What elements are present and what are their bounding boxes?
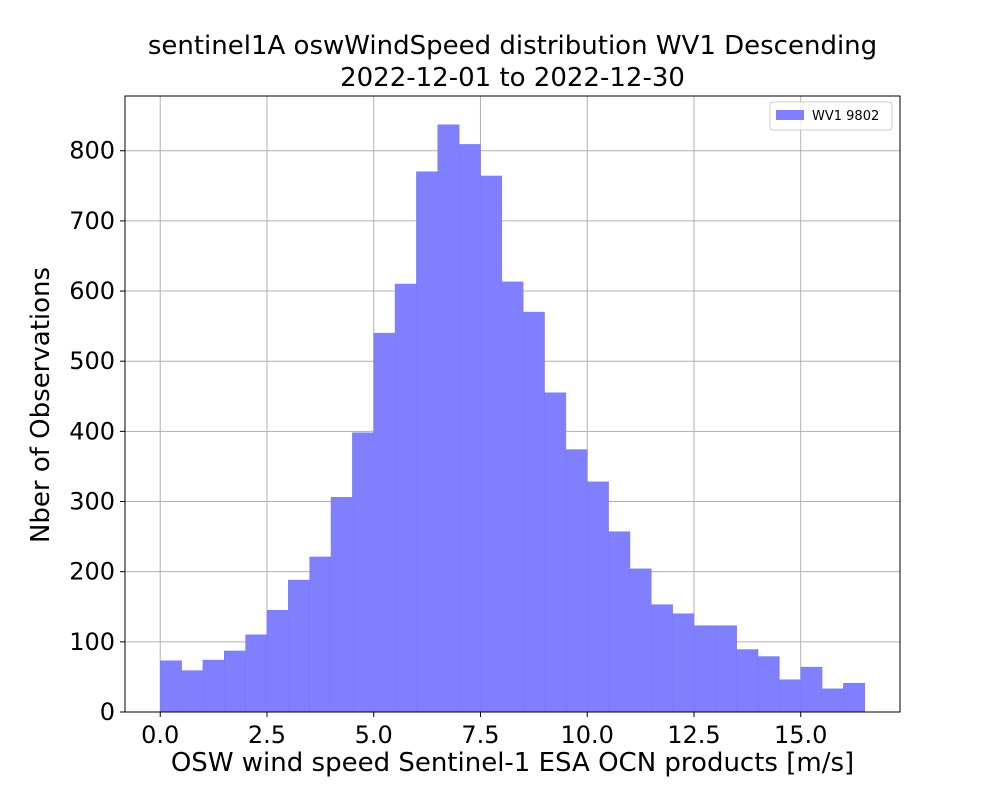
x-axis-label: OSW wind speed Sentinel-1 ESA OCN produc… — [170, 748, 855, 778]
histogram-bar — [245, 634, 268, 713]
histogram-bar — [715, 625, 737, 713]
histogram-bar — [672, 613, 695, 713]
x-tick-label: 12.5 — [667, 721, 720, 749]
histogram-bar — [181, 670, 204, 713]
y-tick-label: 300 — [69, 488, 115, 516]
y-tick-label: 800 — [69, 137, 115, 165]
y-tick-label: 0 — [100, 698, 115, 726]
x-tick-label: 10.0 — [561, 721, 614, 749]
x-tick-label: 7.5 — [461, 721, 499, 749]
histogram-bar — [330, 497, 353, 713]
histogram-bar — [159, 660, 182, 713]
histogram-bar — [522, 311, 545, 713]
y-tick-label: 600 — [69, 277, 115, 305]
histogram-bar — [202, 659, 225, 713]
y-tick-label: 400 — [69, 417, 115, 445]
histogram-bar — [608, 531, 631, 713]
histogram-bar — [352, 432, 374, 713]
chart-title: sentinel1A oswWindSpeed distribution WV1… — [147, 31, 878, 61]
histogram-bar — [586, 481, 609, 713]
legend-swatch — [776, 110, 804, 120]
x-tick-label: 15.0 — [774, 721, 827, 749]
x-tick-label: 2.5 — [248, 721, 286, 749]
histogram-bar — [224, 650, 246, 713]
histogram-bar — [394, 283, 417, 713]
histogram-bar — [266, 610, 289, 713]
histogram-bar — [416, 171, 439, 713]
legend-box — [769, 101, 893, 131]
histogram-bar — [480, 175, 503, 713]
x-tick-label: 0.0 — [141, 721, 179, 749]
y-tick-label: 100 — [69, 628, 115, 656]
legend-label: WV1 9802 — [812, 109, 879, 124]
histogram-bar — [693, 625, 716, 713]
x-tick-label: 5.0 — [355, 721, 393, 749]
y-tick-label: 500 — [69, 347, 115, 375]
y-tick-label: 200 — [69, 558, 115, 586]
histogram-bar — [757, 656, 780, 713]
histogram-bar — [800, 666, 823, 713]
axes-frame — [124, 95, 901, 713]
histogram-bar — [458, 144, 481, 713]
histogram-bar — [373, 332, 396, 713]
histogram-bar — [736, 649, 759, 713]
histogram-bar — [309, 556, 332, 713]
chart-subtitle: 2022-12-01 to 2022-12-30 — [340, 63, 685, 93]
histogram-bar — [843, 682, 866, 713]
histogram-bar — [629, 568, 652, 713]
histogram-bar — [288, 579, 310, 713]
y-tick-label: 700 — [69, 207, 115, 235]
histogram-bar — [821, 688, 844, 713]
histogram-bar — [437, 124, 460, 713]
histogram-bar — [651, 604, 673, 713]
histogram-bar — [565, 449, 588, 713]
histogram-bar — [779, 679, 801, 713]
histogram-bar — [501, 281, 524, 713]
histogram-bar — [544, 392, 567, 713]
